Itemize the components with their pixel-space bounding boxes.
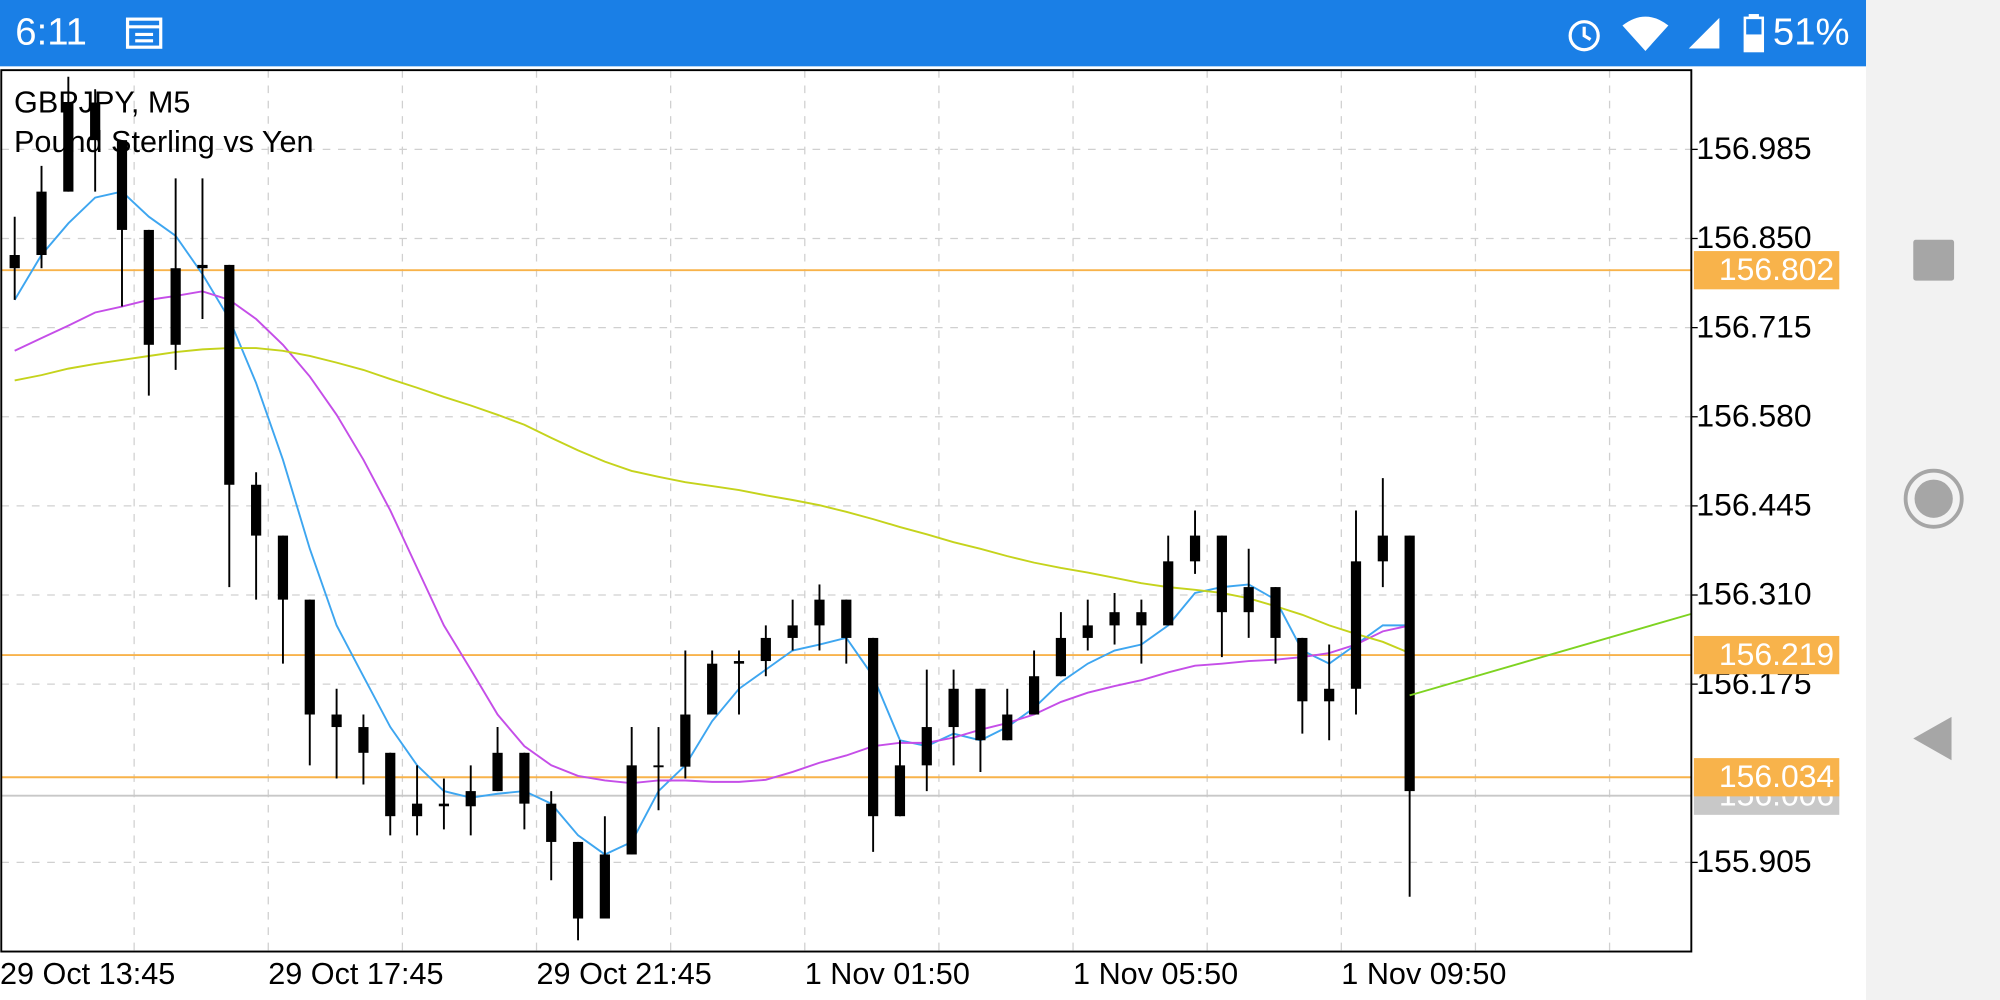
candle-body	[814, 599, 825, 626]
y-tick-label: 156.310	[1696, 576, 1811, 612]
candle-body	[1377, 535, 1388, 562]
candle-body	[1270, 587, 1281, 638]
candle-body	[921, 727, 932, 766]
candle-body	[63, 102, 74, 192]
candle-body	[358, 727, 369, 753]
candle-body	[707, 663, 718, 715]
candle-body	[1350, 561, 1362, 689]
x-tick-label: 29 Oct 17:45	[268, 957, 443, 991]
candle-body	[143, 229, 154, 345]
price-tag	[1693, 635, 1840, 675]
candle-body	[1028, 676, 1040, 715]
candle-body	[894, 765, 906, 817]
candle-body	[519, 752, 530, 804]
home-button[interactable]	[1903, 468, 1964, 529]
price-tag-label: 156.219	[1719, 636, 1834, 672]
candle-body	[36, 191, 47, 256]
candle-body	[331, 714, 342, 728]
candle-body	[465, 791, 476, 807]
y-tick-label: 156.985	[1696, 130, 1811, 166]
trendline-extension	[1409, 612, 1692, 697]
x-tick-label: 1 Nov 01:50	[805, 957, 970, 991]
x-tick-label: 1 Nov 05:50	[1073, 957, 1238, 991]
candle-body	[680, 714, 691, 767]
price-tag-label: 156.802	[1719, 251, 1834, 287]
y-tick-label: 156.850	[1696, 219, 1811, 255]
moving-average	[14, 290, 1410, 785]
candle-body	[90, 102, 101, 141]
candle-body	[197, 264, 208, 269]
candle-body	[1189, 535, 1201, 562]
y-tick-label: 156.580	[1696, 397, 1811, 433]
candle-body	[1082, 625, 1093, 638]
candle-body	[1216, 535, 1227, 613]
candle-body	[1404, 535, 1415, 792]
chart-title: GBPJPY, M5	[14, 86, 190, 120]
candle-body	[1243, 587, 1254, 613]
x-tick-label: 29 Oct 13:45	[0, 957, 175, 991]
plot-frame	[0, 69, 1693, 953]
x-tick-label: 29 Oct 21:45	[537, 957, 712, 991]
price-tag-label: 156.034	[1719, 758, 1834, 794]
candle-body	[170, 268, 181, 345]
candle-body	[277, 535, 289, 600]
candle-body	[975, 688, 986, 741]
price-tag	[1693, 251, 1840, 290]
candle-body	[733, 661, 745, 664]
candle-body	[1002, 714, 1013, 741]
y-tick-label: 156.715	[1696, 308, 1811, 344]
candle-body	[599, 854, 610, 919]
candle-body	[116, 140, 128, 230]
candle-body	[411, 803, 423, 817]
candle-body	[304, 599, 315, 715]
wifi-icon	[1622, 16, 1669, 52]
clock: 6:11	[15, 11, 87, 54]
candle-body	[385, 752, 396, 817]
battery-icon	[1743, 14, 1765, 53]
calendar-icon	[125, 17, 163, 49]
candle-body	[868, 637, 879, 817]
candle-body	[1324, 688, 1335, 702]
chart-subtitle: Pound Sterling vs Yen	[14, 125, 314, 159]
moving-average	[13, 190, 1410, 856]
candle-body	[546, 803, 557, 842]
battery-level: 51%	[1773, 11, 1850, 54]
plot-area: 156.985 156.850 156.715 156.580 156.445 156.3…	[0, 69, 1840, 991]
candle-body	[572, 841, 584, 919]
candle-body	[438, 803, 450, 807]
candle-body	[1055, 637, 1067, 677]
candle-body	[224, 264, 235, 485]
candle-body	[1136, 612, 1147, 626]
alarm-icon	[1568, 20, 1600, 52]
y-tick-label: 156.445	[1696, 487, 1811, 523]
x-tick-label: 1 Nov 09:50	[1341, 957, 1506, 991]
candle-body	[760, 637, 771, 662]
candle-body	[841, 599, 852, 638]
price-tag	[1693, 758, 1840, 797]
candle-body	[1163, 561, 1174, 626]
moving-average	[14, 347, 1411, 654]
candle-body	[948, 688, 959, 728]
candle-body	[626, 765, 637, 855]
y-tick-label: 155.905	[1696, 843, 1811, 879]
recents-button[interactable]	[1913, 239, 1955, 281]
candle-body	[251, 484, 262, 536]
candle-body	[9, 255, 20, 269]
status-bar	[0, 0, 1867, 67]
candle-body	[787, 625, 798, 638]
candle-body	[1109, 612, 1120, 626]
candle-body	[492, 752, 503, 792]
candle-body	[1297, 637, 1308, 702]
back-button[interactable]	[1913, 716, 1952, 761]
candle-body	[653, 765, 664, 768]
